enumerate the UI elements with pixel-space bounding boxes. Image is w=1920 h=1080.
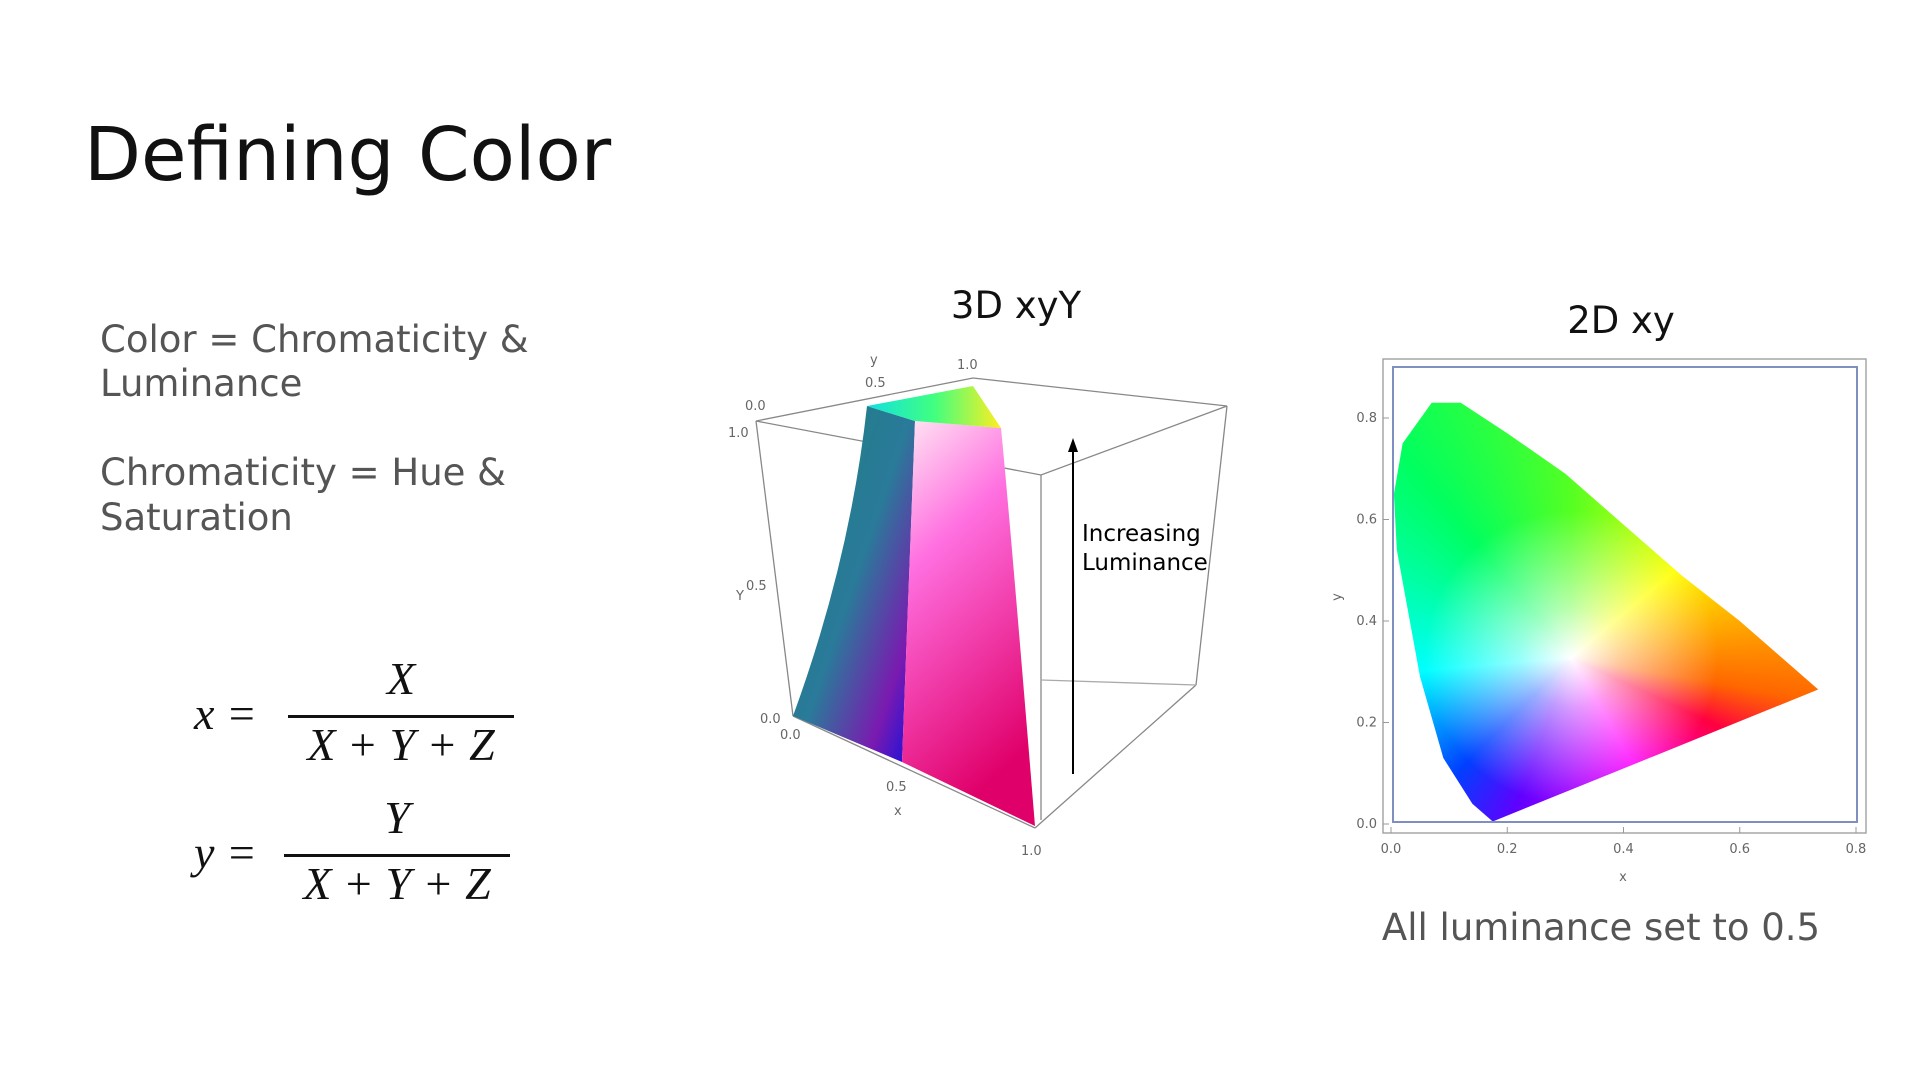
figure-title: 2D xy xyxy=(1567,299,1675,342)
y-tick-label: 0.0 xyxy=(1356,817,1377,832)
x-tick-label: 0.4 xyxy=(1613,842,1634,857)
axis-label: x xyxy=(1619,870,1627,885)
x-tick-label: 0.6 xyxy=(1729,842,1750,857)
formula-lhs: x = xyxy=(194,688,257,739)
figure-title: 3D xyY xyxy=(950,284,1082,327)
formula-numerator: Y xyxy=(384,792,410,843)
axis-label: Y xyxy=(735,589,744,604)
axis-label: y xyxy=(1330,593,1345,601)
tick-label: 0.5 xyxy=(746,579,767,594)
tick-label: 0.0 xyxy=(760,712,781,727)
x-tick-label: 0.8 xyxy=(1846,842,1867,857)
fraction-bar xyxy=(288,715,514,718)
y-tick-label: 0.6 xyxy=(1356,513,1377,528)
axis-label: x xyxy=(894,804,902,819)
tick-label: 1.0 xyxy=(957,358,978,373)
tick-label: 0.5 xyxy=(886,780,907,795)
caption: All luminance set to 0.5 xyxy=(1381,906,1821,949)
y-tick-label: 0.2 xyxy=(1356,716,1377,731)
annotation: Luminance xyxy=(1082,550,1208,576)
formula-numerator: X xyxy=(386,653,416,704)
tick-label: 0.5 xyxy=(865,376,886,391)
axis-label: y xyxy=(870,353,878,368)
body-line: Saturation xyxy=(100,496,293,539)
formula-denominator: X + Y + Z xyxy=(303,858,491,909)
body-line: Color = Chromaticity & xyxy=(100,318,529,361)
inner-frame xyxy=(1392,366,1858,823)
formula-lhs: y = xyxy=(194,827,257,878)
tick-label: 0.0 xyxy=(745,399,766,414)
left-face xyxy=(793,406,915,762)
arrow-head xyxy=(1068,438,1078,452)
x-tick-label: 0.2 xyxy=(1497,842,1518,857)
right-face xyxy=(902,421,1035,826)
body-line: Luminance xyxy=(100,362,303,405)
tick-label: 1.0 xyxy=(1021,844,1042,859)
top-face xyxy=(867,386,1001,428)
slide-title: Defining Color xyxy=(84,112,612,198)
y-tick-label: 0.8 xyxy=(1356,411,1377,426)
fraction-bar xyxy=(284,854,510,857)
outer-frame xyxy=(1382,358,1867,834)
formula-denominator: X + Y + Z xyxy=(307,719,495,770)
tick-label: 0.0 xyxy=(780,728,801,743)
tick-label: 1.0 xyxy=(728,426,749,441)
annotation: Increasing xyxy=(1082,521,1201,547)
x-tick-label: 0.0 xyxy=(1381,842,1402,857)
y-tick-label: 0.4 xyxy=(1356,614,1377,629)
box xyxy=(755,377,1228,829)
body-line: Chromaticity = Hue & xyxy=(100,451,507,494)
